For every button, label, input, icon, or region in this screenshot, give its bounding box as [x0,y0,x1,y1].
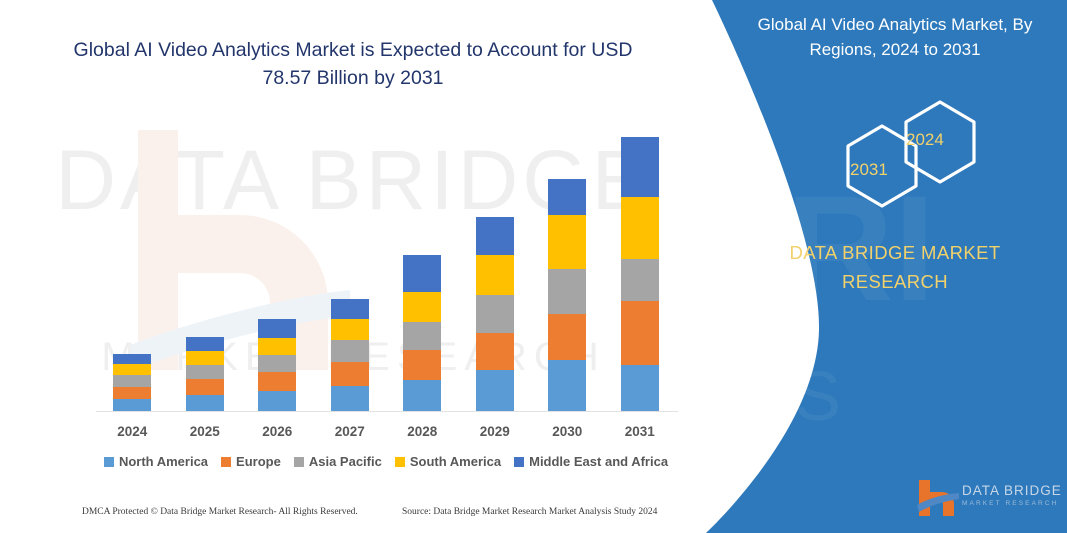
legend-label: North America [118,454,209,469]
page-title: Global AI Video Analytics Market is Expe… [73,39,633,89]
bar-segment [330,386,369,412]
panel-title: Global AI Video Analytics Market, By Reg… [757,15,1033,59]
bar-segment [113,399,152,412]
bar-segment [185,351,224,365]
bar-column [113,354,152,412]
bar-segment [258,338,297,355]
bar-segment [403,255,442,292]
legend-swatch-icon [293,456,304,467]
bar-segment [403,292,442,322]
legend-label: Europe [236,454,281,469]
bar-segment [330,340,369,362]
bar-segment [185,379,224,395]
legend-swatch-icon [103,456,114,467]
x-axis-tick-label: 2029 [479,424,510,439]
footer-copyright: DMCA Protected © Data Bridge Market Rese… [82,507,358,517]
legend-label: Asia Pacific [308,454,382,469]
hexagon-group: 2024 2031 [820,98,995,213]
bar-segment [548,360,587,412]
bar-segment [113,375,152,387]
bar-segment [258,319,297,338]
bar-segment [475,333,514,370]
bar-column [185,337,224,412]
bar-segment [620,365,659,412]
bar-segment [113,364,152,375]
bar-segment [330,299,369,319]
legend-swatch-icon [394,456,405,467]
legend-item: Middle East and Africa [514,454,668,469]
x-axis-labels: 2024 2025 2026 2027 2028 2029 2030 2031 [96,424,676,446]
legend-label: South America [409,454,502,469]
bar-segment [403,350,442,380]
bar-column [548,179,587,412]
hexagon-2031-shape [846,124,918,208]
x-axis-tick-label: 2027 [334,424,365,439]
bar-segment [258,372,297,391]
bar-segment [330,362,369,386]
footer-source: Source: Data Bridge Market Research Mark… [402,507,658,517]
bar-segment [403,322,442,350]
bar-segment [620,259,659,301]
bar-segment [185,337,224,351]
data-bridge-logo-icon [917,480,959,516]
bar-segment [475,295,514,333]
legend-item: Asia Pacific [293,454,382,469]
bar-column [475,217,514,412]
bar-segment [185,395,224,412]
x-axis-tick-label: 2030 [552,424,583,439]
bar-segment [548,179,587,215]
bar-segment [620,197,659,259]
bar-segment [475,370,514,412]
bar-segment [620,137,659,197]
legend-item: South America [394,454,502,469]
legend-swatch-icon [221,456,232,467]
bar-segment [620,301,659,365]
bar-segment [548,215,587,269]
svg-text:RES: RES [677,357,851,435]
bar-segment [185,365,224,379]
legend-label: Middle East and Africa [529,454,669,469]
x-axis-tick-label: 2028 [407,424,438,439]
legend-swatch-icon [514,456,525,467]
logo-wordmark-sub: MARKET RESEARCH [962,500,1059,507]
x-axis-line [96,411,678,412]
hexagon-2024-label: 2024 [906,130,944,149]
bar-segment [258,391,297,412]
bar-column [403,255,442,412]
bar-column [258,319,297,412]
chart-legend: North America Europe Asia Pacific South Ame… [96,454,676,469]
bar-segment [330,319,369,340]
x-axis-tick-label: 2024 [117,424,148,439]
logo-wordmark: DATA BRIDGE MARKET RESEARCH [962,483,1062,510]
bar-column [620,137,659,412]
bar-segment [258,355,297,372]
footer: DMCA Protected © Data Bridge Market Rese… [82,507,682,517]
bar-segment [548,314,587,360]
bar-segment [113,387,152,399]
legend-item: North America [103,454,209,469]
bar-segment [113,354,152,364]
brand-line2: RESEARCH [842,271,948,292]
bar-chart-plot [96,120,676,412]
hexagon-2024-shape [904,100,976,184]
x-axis-tick-label: 2026 [262,424,293,439]
legend-item: Europe [221,454,281,469]
bar-segment [475,217,514,255]
bar-segment [475,255,514,295]
bar-segment [548,269,587,314]
brand-name: DATA BRIDGE MARKET RESEARCH [760,238,1030,296]
hexagon-2031-label: 2031 [850,160,888,179]
x-axis-tick-label: 2025 [189,424,220,439]
bar-segment [403,380,442,412]
brand-line1: DATA BRIDGE MARKET [789,242,1001,263]
x-axis-tick-label: 2031 [624,424,655,439]
bar-column [330,299,369,412]
logo-wordmark-main: DATA BRIDGE [962,483,1062,498]
